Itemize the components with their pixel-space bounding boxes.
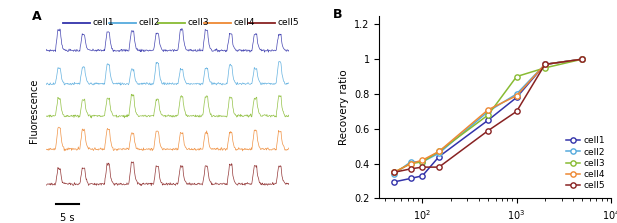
Text: A: A — [31, 10, 41, 23]
cell5 — [435, 166, 442, 168]
cell3 — [513, 75, 520, 78]
cell3 — [484, 114, 492, 116]
cell5 — [484, 129, 492, 132]
cell4 — [435, 150, 442, 153]
cell3 — [579, 58, 586, 60]
Line: cell2: cell2 — [391, 56, 585, 177]
Line: cell5: cell5 — [391, 56, 585, 175]
cell1 — [407, 177, 414, 180]
cell4 — [391, 171, 398, 174]
cell1 — [435, 155, 442, 158]
cell3 — [391, 171, 398, 174]
cell1 — [484, 119, 492, 122]
cell2 — [407, 161, 414, 163]
Text: cell2: cell2 — [139, 19, 160, 27]
cell5 — [391, 171, 398, 174]
Text: cell1: cell1 — [93, 19, 114, 27]
cell4 — [419, 159, 426, 161]
cell5 — [579, 58, 586, 60]
cell1 — [579, 58, 586, 60]
cell2 — [579, 58, 586, 60]
cell2 — [513, 93, 520, 95]
cell4 — [484, 108, 492, 111]
Text: 5 s: 5 s — [60, 213, 75, 223]
cell2 — [419, 161, 426, 163]
cell4 — [407, 162, 414, 165]
Line: cell3: cell3 — [391, 56, 585, 175]
cell5 — [541, 63, 549, 66]
cell4 — [513, 94, 520, 97]
Text: cell5: cell5 — [277, 19, 299, 27]
Line: cell4: cell4 — [391, 56, 585, 175]
Y-axis label: Recovery ratio: Recovery ratio — [339, 69, 349, 145]
Legend: cell1, cell2, cell3, cell4, cell5: cell1, cell2, cell3, cell4, cell5 — [563, 133, 608, 194]
cell5 — [407, 167, 414, 170]
cell5 — [419, 166, 426, 168]
Text: Fluorescence: Fluorescence — [29, 78, 39, 143]
cell4 — [541, 63, 549, 66]
cell1 — [513, 96, 520, 99]
cell2 — [484, 110, 492, 113]
cell1 — [391, 181, 398, 183]
cell3 — [407, 162, 414, 165]
Text: B: B — [333, 8, 342, 21]
Text: cell4: cell4 — [233, 19, 255, 27]
cell1 — [541, 63, 549, 66]
cell2 — [541, 63, 549, 66]
cell3 — [419, 161, 426, 163]
Text: cell3: cell3 — [187, 19, 209, 27]
cell5 — [513, 110, 520, 113]
cell3 — [541, 66, 549, 69]
cell2 — [435, 152, 442, 155]
Line: cell1: cell1 — [391, 56, 585, 185]
cell1 — [419, 174, 426, 177]
cell3 — [435, 150, 442, 153]
cell2 — [391, 173, 398, 176]
cell4 — [579, 58, 586, 60]
